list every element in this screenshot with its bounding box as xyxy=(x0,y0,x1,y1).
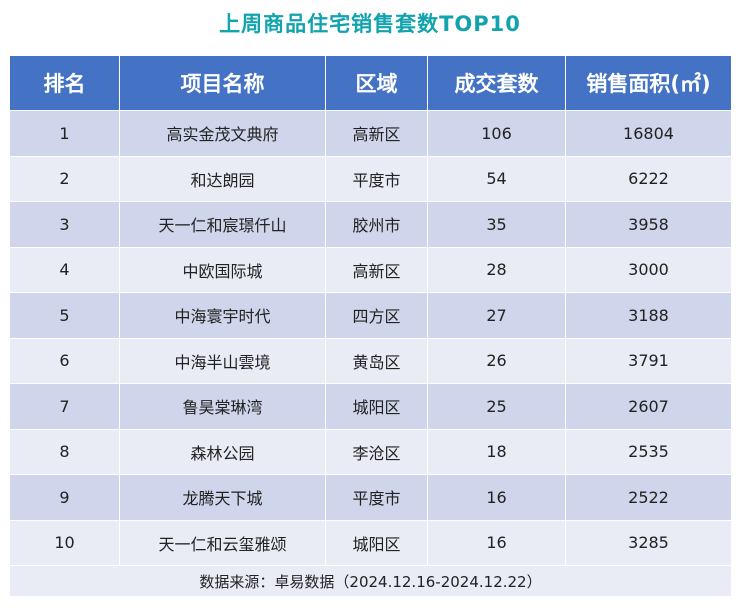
sales-area-cell: 16804 xyxy=(565,110,732,157)
table-row: 5 中海寰宇时代 四方区 27 3188 xyxy=(9,292,732,339)
footer-row: 数据来源：卓易数据（2024.12.16-2024.12.22） xyxy=(9,565,732,597)
project-name-cell: 森林公园 xyxy=(119,428,326,475)
project-name-cell: 中海半山雲境 xyxy=(119,337,326,384)
district-cell: 李沧区 xyxy=(325,428,428,475)
header-district: 区域 xyxy=(325,55,428,111)
rank-cell: 1 xyxy=(9,110,120,157)
district-cell: 城阳区 xyxy=(325,519,428,566)
rank-cell: 2 xyxy=(9,155,120,202)
table-row: 1 高实金茂文典府 高新区 106 16804 xyxy=(9,110,732,157)
units-sold-cell: 25 xyxy=(427,383,566,430)
project-name-cell: 中欧国际城 xyxy=(119,246,326,293)
project-name-cell: 高实金茂文典府 xyxy=(119,110,326,157)
sales-area-cell: 2535 xyxy=(565,428,732,475)
district-cell: 四方区 xyxy=(325,292,428,339)
units-sold-cell: 35 xyxy=(427,201,566,248)
table-header-row: 排名 项目名称 区域 成交套数 销售面积(㎡) xyxy=(9,55,732,111)
district-cell: 胶州市 xyxy=(325,201,428,248)
rank-cell: 10 xyxy=(9,519,120,566)
table-row: 6 中海半山雲境 黄岛区 26 3791 xyxy=(9,337,732,384)
table-row: 2 和达朗园 平度市 54 6222 xyxy=(9,155,732,202)
rank-cell: 7 xyxy=(9,383,120,430)
table-row: 3 天一仁和宸璟仟山 胶州市 35 3958 xyxy=(9,201,732,248)
sales-area-cell: 3285 xyxy=(565,519,732,566)
table-row: 7 鲁昊棠琳湾 城阳区 25 2607 xyxy=(9,383,732,430)
table-row: 4 中欧国际城 高新区 28 3000 xyxy=(9,246,732,293)
table-row: 8 森林公园 李沧区 18 2535 xyxy=(9,428,732,475)
sales-area-cell: 3791 xyxy=(565,337,732,384)
project-name-cell: 天一仁和宸璟仟山 xyxy=(119,201,326,248)
rank-cell: 3 xyxy=(9,201,120,248)
rank-cell: 8 xyxy=(9,428,120,475)
page-title: 上周商品住宅销售套数TOP10 xyxy=(219,12,521,36)
district-cell: 平度市 xyxy=(325,474,428,521)
units-sold-cell: 28 xyxy=(427,246,566,293)
sales-area-cell: 3188 xyxy=(565,292,732,339)
project-name-cell: 中海寰宇时代 xyxy=(119,292,326,339)
rank-cell: 9 xyxy=(9,474,120,521)
header-rank: 排名 xyxy=(9,55,120,111)
rank-cell: 5 xyxy=(9,292,120,339)
sales-area-cell: 3958 xyxy=(565,201,732,248)
units-sold-cell: 26 xyxy=(427,337,566,384)
header-units-sold: 成交套数 xyxy=(427,55,566,111)
units-sold-cell: 16 xyxy=(427,474,566,521)
rank-cell: 4 xyxy=(9,246,120,293)
sales-ranking-table: 排名 项目名称 区域 成交套数 销售面积(㎡) 1 高实金茂文典府 高新区 106 16… xyxy=(9,55,732,597)
units-sold-cell: 106 xyxy=(427,110,566,157)
units-sold-cell: 18 xyxy=(427,428,566,475)
sales-area-cell: 2607 xyxy=(565,383,732,430)
table-row: 9 龙腾天下城 平度市 16 2522 xyxy=(9,474,732,521)
header-project-name: 项目名称 xyxy=(119,55,326,111)
project-name-cell: 天一仁和云玺雅颂 xyxy=(119,519,326,566)
header-sales-area: 销售面积(㎡) xyxy=(565,55,732,111)
units-sold-cell: 16 xyxy=(427,519,566,566)
district-cell: 城阳区 xyxy=(325,383,428,430)
sales-area-cell: 3000 xyxy=(565,246,732,293)
data-source-note: 数据来源：卓易数据（2024.12.16-2024.12.22） xyxy=(9,565,732,597)
units-sold-cell: 54 xyxy=(427,155,566,202)
district-cell: 平度市 xyxy=(325,155,428,202)
district-cell: 高新区 xyxy=(325,246,428,293)
table-row: 10 天一仁和云玺雅颂 城阳区 16 3285 xyxy=(9,519,732,566)
sales-area-cell: 2522 xyxy=(565,474,732,521)
rank-cell: 6 xyxy=(9,337,120,384)
district-cell: 高新区 xyxy=(325,110,428,157)
district-cell: 黄岛区 xyxy=(325,337,428,384)
project-name-cell: 和达朗园 xyxy=(119,155,326,202)
sales-area-cell: 6222 xyxy=(565,155,732,202)
units-sold-cell: 27 xyxy=(427,292,566,339)
project-name-cell: 龙腾天下城 xyxy=(119,474,326,521)
project-name-cell: 鲁昊棠琳湾 xyxy=(119,383,326,430)
